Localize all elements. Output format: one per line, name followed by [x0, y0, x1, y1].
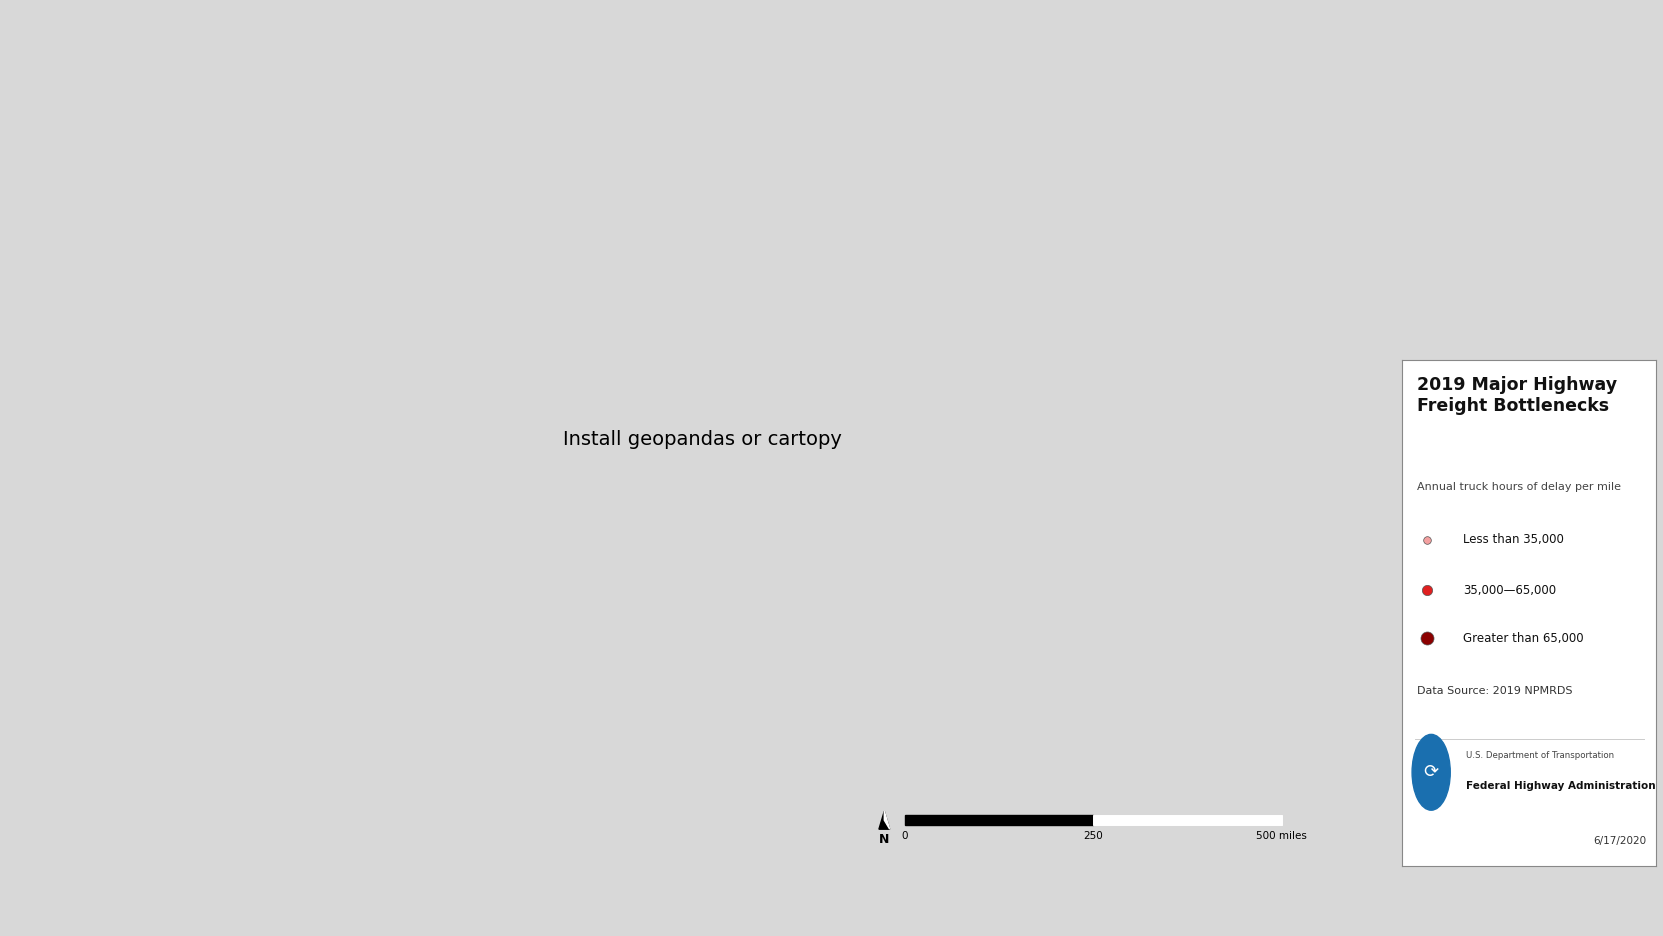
- Text: 6/17/2020: 6/17/2020: [1593, 836, 1646, 845]
- Text: N: N: [880, 833, 890, 846]
- Text: 0: 0: [901, 831, 908, 841]
- Bar: [1093, 814, 1282, 826]
- Text: ⟳: ⟳: [1424, 763, 1438, 782]
- Text: 250: 250: [1083, 831, 1103, 841]
- Bar: [905, 814, 1093, 826]
- Text: Data Source: 2019 NPMRDS: Data Source: 2019 NPMRDS: [1417, 686, 1573, 696]
- Text: 35,000—65,000: 35,000—65,000: [1463, 584, 1557, 597]
- Polygon shape: [880, 812, 890, 829]
- Point: [1414, 583, 1440, 598]
- Text: 2019 Major Highway
Freight Bottlenecks: 2019 Major Highway Freight Bottlenecks: [1417, 375, 1618, 415]
- Polygon shape: [885, 812, 890, 829]
- Text: Greater than 65,000: Greater than 65,000: [1463, 632, 1583, 645]
- Point: [1414, 631, 1440, 646]
- Text: U.S. Department of Transportation: U.S. Department of Transportation: [1465, 751, 1613, 760]
- Point: [1414, 533, 1440, 548]
- Text: Install geopandas or cartopy: Install geopandas or cartopy: [564, 431, 841, 449]
- Text: Less than 35,000: Less than 35,000: [1463, 534, 1563, 547]
- Text: Annual truck hours of delay per mile: Annual truck hours of delay per mile: [1417, 482, 1621, 491]
- Circle shape: [1412, 735, 1450, 811]
- Text: 500 miles: 500 miles: [1256, 831, 1307, 841]
- Text: Federal Highway Administration: Federal Highway Administration: [1465, 781, 1655, 791]
